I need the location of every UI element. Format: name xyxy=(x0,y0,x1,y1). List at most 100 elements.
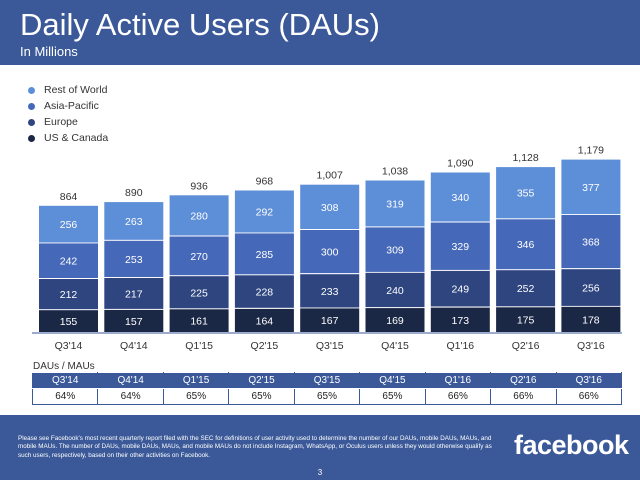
x-tick-label: Q2'15 xyxy=(251,340,279,352)
dau-mau-header-row: Q3'14 Q4'14 Q1'15 Q2'15 Q3'15 Q4'15 Q1'16 Q2'16… xyxy=(31,372,622,389)
bar-segment-rest-of-world xyxy=(496,167,556,219)
legend-item-rest-of-world: Rest of World xyxy=(28,82,108,98)
dau-mau-quarter: Q3'14 xyxy=(31,372,99,389)
data-label: 253 xyxy=(125,254,143,266)
legend-label: US & Canada xyxy=(44,132,109,144)
legend-label: Europe xyxy=(44,116,78,128)
data-label: 242 xyxy=(60,256,78,268)
legend-swatch-asia-pacific xyxy=(28,102,35,110)
data-label: 346 xyxy=(517,239,535,251)
bar-segment-europe xyxy=(104,278,164,309)
chart-legend: Rest of World Asia-Pacific Europe US & Cana… xyxy=(28,82,108,146)
legend-swatch-us-and-canada xyxy=(28,134,35,142)
legend-swatch-europe xyxy=(28,118,35,126)
legend-label: Rest of World xyxy=(44,84,108,96)
data-label: 340 xyxy=(452,192,470,204)
dau-mau-table: Q3'14 Q4'14 Q1'15 Q2'15 Q3'15 Q4'15 Q1'16 Q2'16… xyxy=(31,372,622,405)
data-label: 217 xyxy=(125,288,143,300)
page-subtitle: In Millions xyxy=(20,44,78,59)
total-label: 936 xyxy=(190,180,208,192)
data-label: 355 xyxy=(517,188,535,200)
data-label: 167 xyxy=(321,315,339,327)
bar-segment-europe xyxy=(39,279,98,310)
total-label: 864 xyxy=(60,191,78,203)
data-label: 263 xyxy=(125,216,143,228)
data-label: 249 xyxy=(452,284,470,296)
bar-segment-us-and-canada xyxy=(169,309,229,332)
x-tick-label: Q2'16 xyxy=(512,340,540,352)
data-label: 270 xyxy=(190,251,208,263)
dau-mau-quarter: Q1'16 xyxy=(424,372,492,389)
legend-swatch-rest-of-world xyxy=(28,86,35,94)
bar-segment-us-and-canada xyxy=(430,307,490,332)
bar-segment-us-and-canada xyxy=(234,308,294,332)
stacked-bar-chart: 155 212 242 256 864 Q3'14 157 217 253 263 890 Q4'14… xyxy=(32,145,622,352)
bar-segment-us-and-canada xyxy=(561,306,621,332)
total-label: 1,090 xyxy=(447,158,473,170)
data-label: 164 xyxy=(256,315,274,327)
data-label: 173 xyxy=(452,315,470,327)
legend-item-asia-pacific: Asia-Pacific xyxy=(28,98,108,114)
dau-mau-value: 65% xyxy=(228,388,295,405)
data-label: 212 xyxy=(60,289,78,301)
bar-segment-europe xyxy=(234,275,294,308)
data-label: 300 xyxy=(321,247,339,259)
bar-segment-rest-of-world xyxy=(104,202,164,240)
x-tick-label: Q3'15 xyxy=(316,340,344,352)
bar-segment-asia-pacific xyxy=(169,236,229,276)
data-label: 256 xyxy=(582,283,600,295)
dau-mau-quarter: Q3'16 xyxy=(555,372,622,389)
bar-segment-europe xyxy=(169,276,229,309)
bar-segment-rest-of-world xyxy=(430,172,490,222)
bar-segment-asia-pacific xyxy=(39,243,98,278)
data-label: 256 xyxy=(60,219,78,231)
dau-mau-quarter: Q4'14 xyxy=(97,372,164,389)
x-tick-label: Q4'15 xyxy=(381,340,409,352)
total-label: 1,007 xyxy=(317,170,343,182)
data-label: 157 xyxy=(125,316,143,328)
total-label: 890 xyxy=(125,187,143,199)
bar-segment-europe xyxy=(300,274,360,308)
dau-mau-value-row: 64% 64% 65% 65% 65% 65% 66% 66% 66% xyxy=(31,388,622,405)
bar-segment-europe xyxy=(365,272,425,308)
page-number: 3 xyxy=(317,468,323,477)
data-label: 280 xyxy=(190,210,208,222)
bar-segment-us-and-canada xyxy=(365,308,425,332)
data-label: 233 xyxy=(321,286,339,298)
bar-segment-rest-of-world xyxy=(561,159,621,215)
data-label: 309 xyxy=(386,245,404,257)
legend-label: Asia-Pacific xyxy=(44,100,99,112)
data-label: 169 xyxy=(386,315,404,327)
dau-mau-quarter: Q2'15 xyxy=(228,372,295,389)
data-label: 285 xyxy=(256,249,274,261)
data-label: 368 xyxy=(582,237,600,249)
dau-mau-quarter: Q2'16 xyxy=(490,372,557,389)
dau-mau-value: 66% xyxy=(424,388,492,405)
data-label: 329 xyxy=(452,241,470,253)
data-label: 178 xyxy=(582,314,600,326)
bar-segment-rest-of-world xyxy=(39,205,98,243)
header-bar: Daily Active Users (DAUs) In Millions xyxy=(0,0,640,65)
bar-segment-us-and-canada xyxy=(496,307,556,332)
data-label: 155 xyxy=(60,316,78,328)
dau-mau-value: 64% xyxy=(97,388,164,405)
bar-segment-us-and-canada xyxy=(39,310,98,332)
bar-segment-asia-pacific xyxy=(496,219,556,270)
page-title: Daily Active Users (DAUs) xyxy=(20,7,380,42)
bar-segment-rest-of-world xyxy=(365,180,425,227)
data-label: 308 xyxy=(321,202,339,214)
bar-segment-rest-of-world xyxy=(169,195,229,236)
bar-segment-asia-pacific xyxy=(234,233,294,275)
footnote: Please see Facebook's most recent quarte… xyxy=(18,435,492,459)
bar-segment-us-and-canada xyxy=(300,308,360,332)
bar-segment-europe xyxy=(496,270,556,307)
x-tick-label: Q1'16 xyxy=(446,340,474,352)
footer-bar: Please see Facebook's most recent quarte… xyxy=(0,415,640,480)
data-label: 228 xyxy=(256,287,274,299)
bar-segment-us-and-canada xyxy=(104,309,164,332)
legend-item-us-and-canada: US & Canada xyxy=(28,130,108,146)
total-label: 1,038 xyxy=(382,166,408,178)
bar-segment-asia-pacific xyxy=(365,227,425,272)
bar-segment-asia-pacific xyxy=(430,222,490,270)
bar-segment-rest-of-world xyxy=(300,184,360,229)
